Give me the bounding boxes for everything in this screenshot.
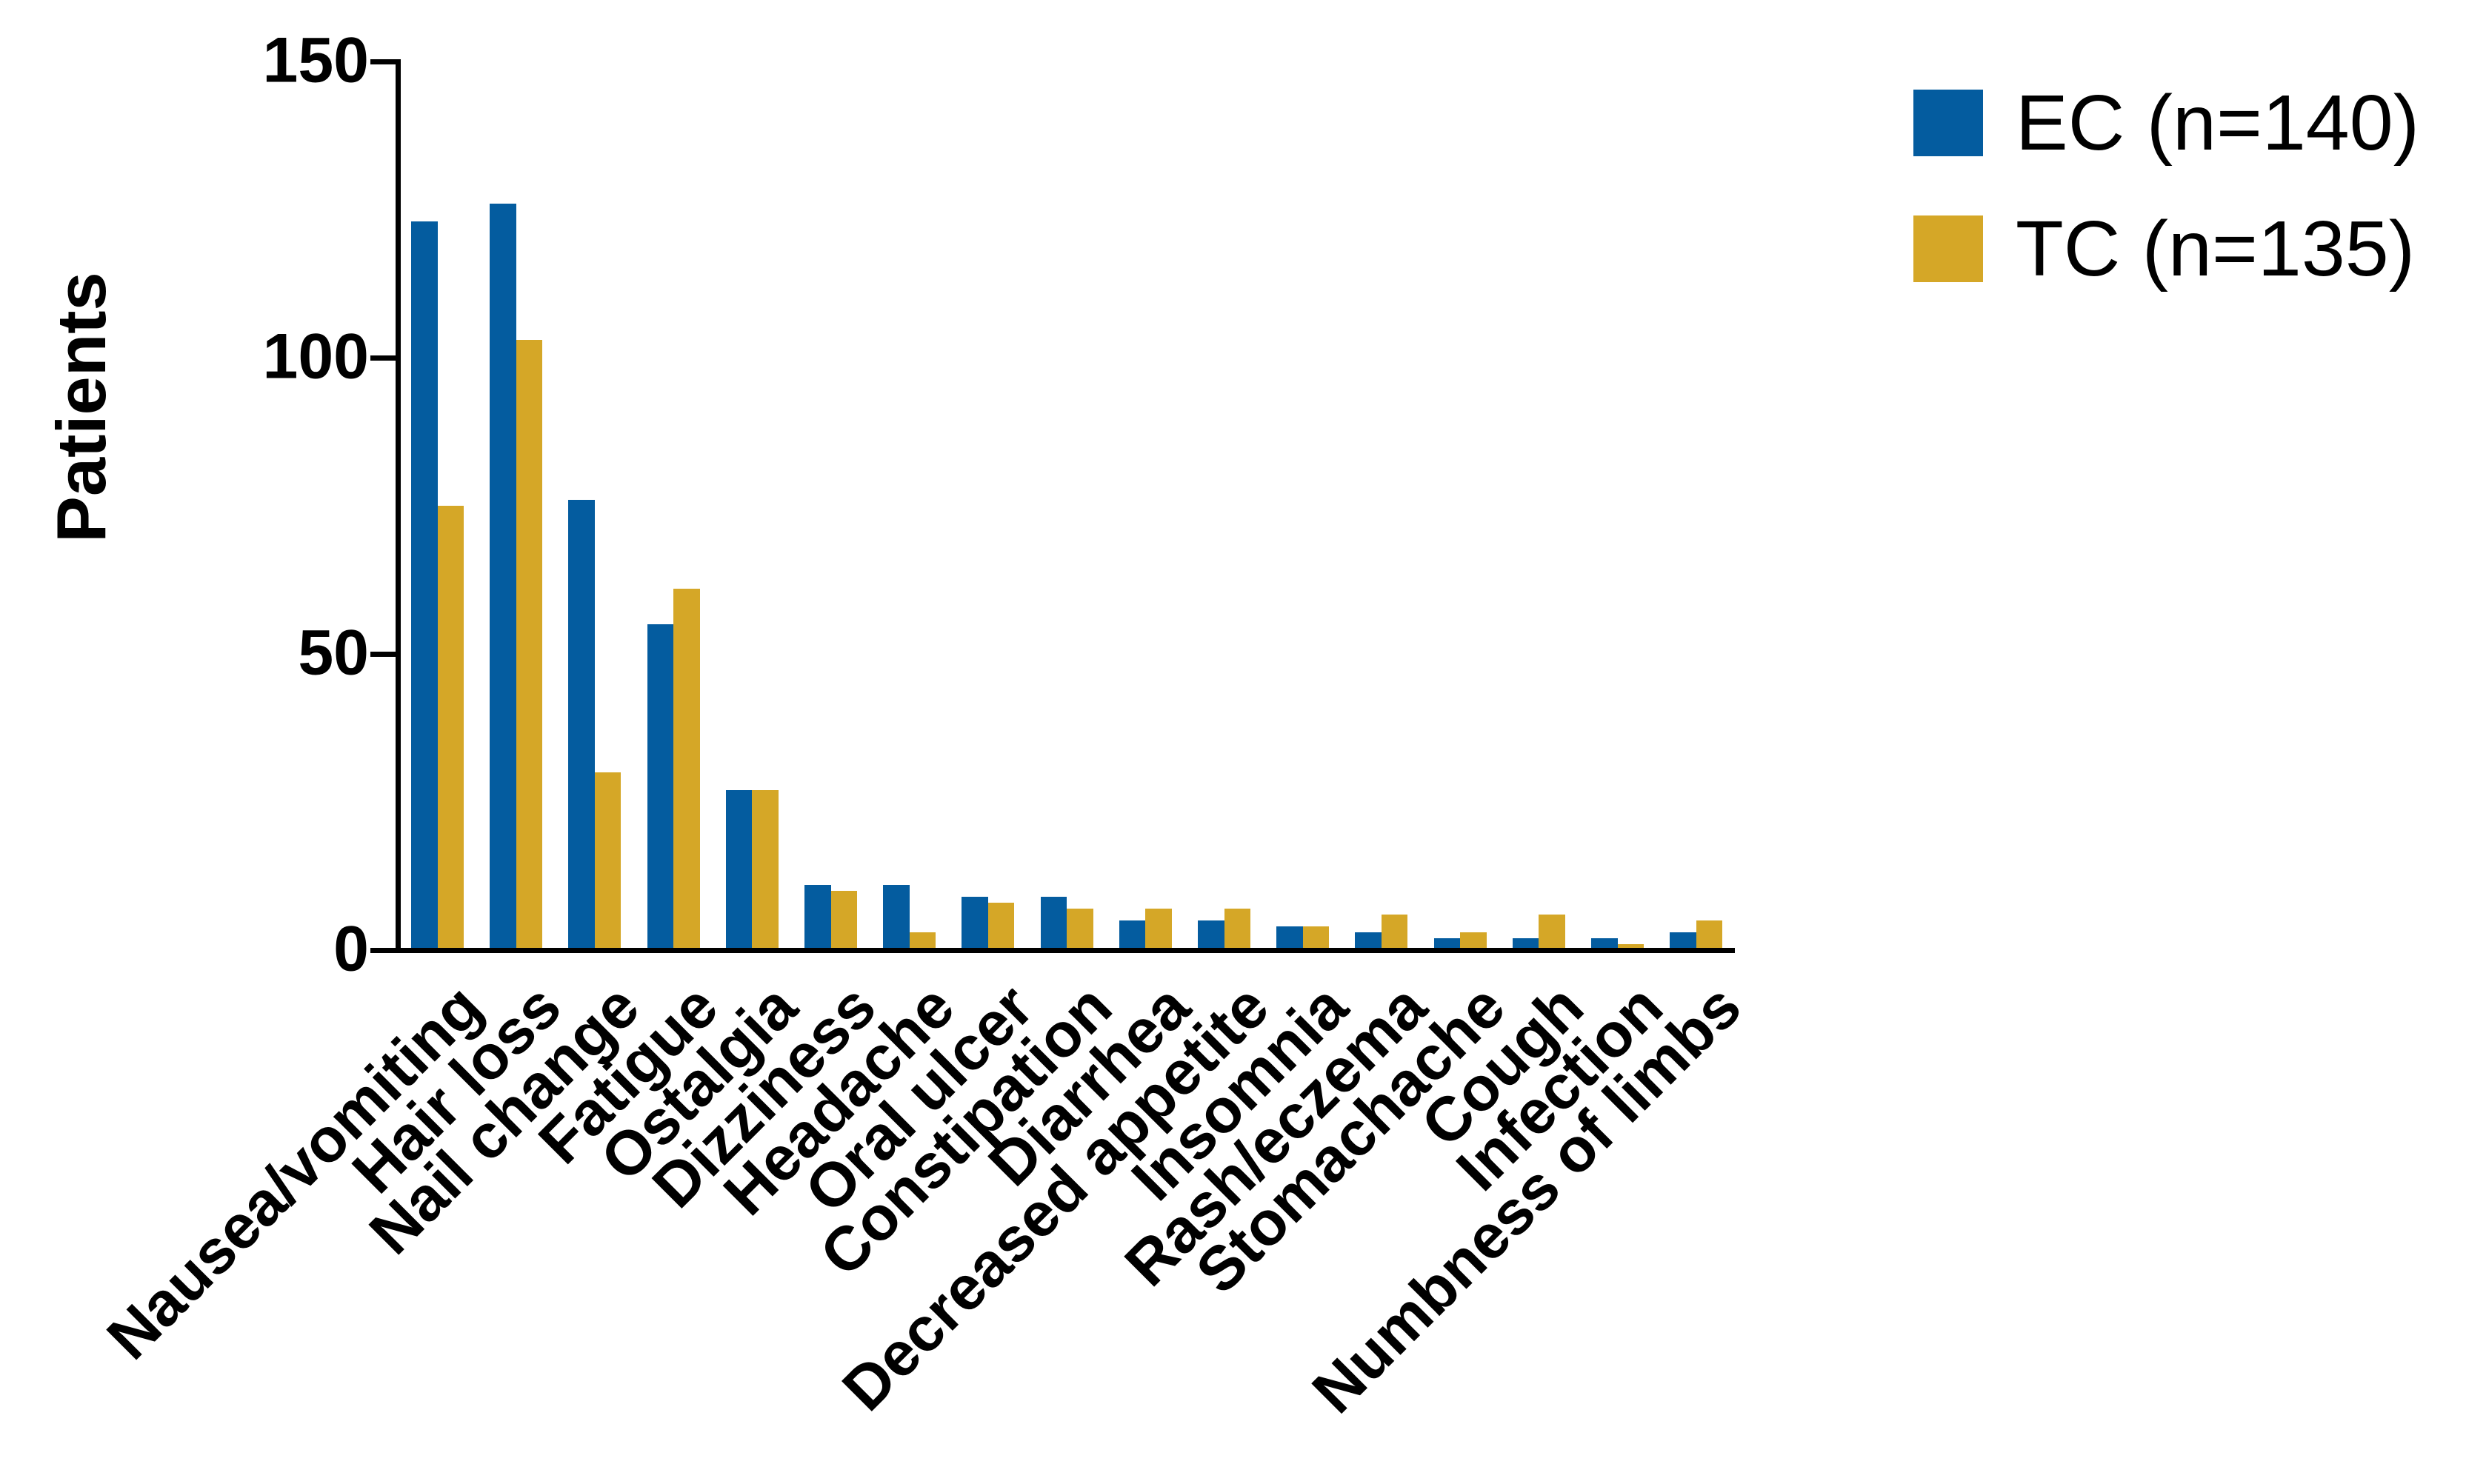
y-tick-label-100: 100 [262, 321, 370, 392]
legend-label-tc: TC (n=135) [2016, 205, 2416, 293]
bar-tc-rash-eczema [1381, 915, 1408, 953]
bar-tc-nail-change [594, 772, 622, 953]
legend-swatch-tc [1913, 215, 1983, 282]
bar-ec-headache [883, 885, 910, 953]
bar-ec-hair-loss [490, 204, 516, 953]
legend-item-ec: EC (n=140) [1913, 84, 2419, 162]
legend-swatch-ec [1913, 90, 1983, 156]
bar-ec-dizziness [804, 885, 831, 953]
legend-item-tc: TC (n=135) [1913, 210, 2415, 288]
y-tick-label-0: 0 [333, 913, 369, 985]
bar-ec-decreased-appetite [1198, 920, 1224, 953]
y-tick-mark-50 [370, 652, 396, 657]
bar-tc-dizziness [830, 891, 857, 953]
bar-tc-cough [1539, 915, 1565, 953]
bar-tc-decreased-appetite [1224, 909, 1250, 953]
bar-tc-nausea-vomiting [437, 506, 464, 953]
bar-tc-fatigue [673, 589, 700, 953]
bar-ec-constipation [1040, 897, 1067, 953]
y-axis-title: Patients [42, 272, 120, 543]
bar-ec-ostalgia [725, 790, 753, 953]
bar-ec-oral-ulcer [962, 897, 988, 953]
bar-tc-diarrhea [1145, 909, 1172, 953]
bar-ec-nausea-vomiting [411, 221, 438, 953]
y-tick-mark-150 [370, 59, 396, 64]
bar-ec-diarrhea [1119, 920, 1146, 953]
bar-tc-hair-loss [516, 340, 543, 953]
y-tick-mark-100 [370, 355, 396, 361]
bar-tc-oral-ulcer [987, 903, 1015, 953]
y-axis-line [396, 59, 401, 953]
y-tick-label-150: 150 [262, 24, 370, 96]
bar-ec-fatigue [647, 624, 674, 953]
bar-tc-constipation [1067, 909, 1093, 953]
bar-tc-ostalgia [752, 790, 779, 953]
y-tick-mark-0 [370, 948, 396, 953]
legend-label-ec: EC (n=140) [2016, 79, 2420, 167]
x-axis-line [396, 948, 1735, 953]
bar-ec-nail-change [568, 500, 595, 953]
y-tick-label-50: 50 [298, 617, 369, 689]
bar-tc-numbness-of-limbs [1696, 920, 1723, 953]
